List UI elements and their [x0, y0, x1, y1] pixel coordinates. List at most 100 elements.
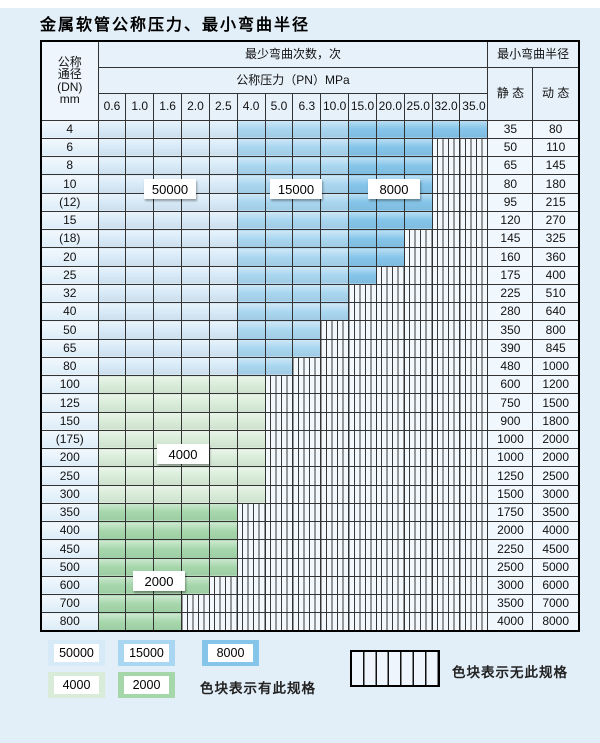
spec-cell — [97, 539, 127, 559]
spec-cell — [208, 301, 238, 322]
dn-cell: 10 — [40, 174, 99, 194]
no-spec-cell — [459, 356, 489, 377]
spec-cell — [97, 119, 127, 139]
no-spec-cell — [459, 447, 489, 468]
no-spec-cell — [264, 575, 294, 596]
no-spec-cell — [459, 265, 489, 285]
spec-cell — [181, 210, 210, 231]
spec-cell — [264, 247, 294, 267]
spec-cell — [153, 137, 183, 158]
no-spec-cell — [431, 174, 461, 194]
spec-cell — [125, 320, 155, 340]
table-row: 6 50 110 — [40, 137, 580, 158]
spec-cell — [97, 137, 127, 158]
static-radius-cell: 50 — [487, 137, 534, 158]
spec-cell — [125, 338, 155, 358]
spec-cell — [292, 247, 322, 267]
no-spec-cell — [431, 192, 461, 212]
no-spec-cell — [459, 484, 489, 504]
no-spec-cell — [320, 557, 350, 577]
spec-cell — [97, 393, 127, 413]
dn-cell: 200 — [40, 447, 99, 468]
static-radius-cell: 1000 — [487, 447, 534, 468]
header-pressure: 公称压力（PN）MPa — [97, 66, 489, 94]
legend-has-spec-text: 色块表示有此规格 — [200, 681, 316, 696]
spec-cell — [320, 265, 350, 285]
no-spec-cell — [375, 374, 405, 395]
no-spec-cell — [459, 520, 489, 541]
spec-cell — [97, 338, 127, 358]
spec-cell — [236, 210, 266, 231]
spec-cell — [208, 374, 238, 395]
no-spec-cell — [320, 338, 350, 358]
spec-cell — [348, 137, 377, 158]
no-spec-cell — [431, 447, 461, 468]
no-spec-cell — [431, 155, 461, 176]
legend-hatch-box — [350, 650, 440, 687]
cycle-count-label: 15000 — [270, 179, 322, 199]
no-spec-cell — [264, 612, 294, 632]
no-spec-cell — [320, 466, 350, 486]
spec-cell — [125, 155, 155, 176]
spec-cell — [181, 137, 210, 158]
no-spec-cell — [403, 265, 433, 285]
spec-cell — [236, 466, 266, 486]
no-spec-cell — [375, 429, 405, 450]
no-spec-cell — [236, 557, 266, 577]
dynamic-radius-cell: 6000 — [532, 575, 580, 596]
dn-cell: (175) — [40, 429, 99, 450]
no-spec-cell — [459, 393, 489, 413]
spec-cell — [153, 301, 183, 322]
static-radius-cell: 1250 — [487, 466, 534, 486]
spec-cell — [125, 393, 155, 413]
no-spec-cell — [320, 520, 350, 541]
table-row: 4 35 80 — [40, 119, 580, 139]
static-radius-cell: 280 — [487, 301, 534, 322]
spec-cell — [236, 484, 266, 504]
table-row: 125 750 1500 — [40, 393, 580, 413]
no-spec-cell — [292, 557, 322, 577]
table-row: 25 175 400 — [40, 265, 580, 285]
dynamic-radius-cell: 8000 — [532, 612, 580, 632]
table-row: 700 3500 7000 — [40, 593, 580, 614]
no-spec-cell — [375, 393, 405, 413]
spec-cell — [97, 228, 127, 249]
spec-cell — [97, 593, 127, 614]
table-row: 100 600 1200 — [40, 374, 580, 395]
spec-cell — [292, 301, 322, 322]
static-radius-cell: 3000 — [487, 575, 534, 596]
no-spec-cell — [320, 429, 350, 450]
table-row: 400 2000 4000 — [40, 520, 580, 541]
dynamic-radius-cell: 1000 — [532, 356, 580, 377]
header-cycles: 最少弯曲次数，次 — [97, 40, 489, 68]
no-spec-cell — [236, 520, 266, 541]
spec-cell — [97, 155, 127, 176]
no-spec-cell — [403, 320, 433, 340]
dynamic-radius-cell: 325 — [532, 228, 580, 249]
no-spec-cell — [459, 466, 489, 486]
no-spec-cell — [403, 575, 433, 596]
dynamic-radius-cell: 110 — [532, 137, 580, 158]
no-spec-cell — [403, 557, 433, 577]
spec-cell — [208, 502, 238, 523]
dn-cell: 40 — [40, 301, 99, 322]
spec-cell — [236, 429, 266, 450]
static-radius-cell: 900 — [487, 411, 534, 431]
dynamic-radius-cell: 640 — [532, 301, 580, 322]
legend-swatch: 4000 — [48, 672, 105, 698]
spec-cell — [181, 155, 210, 176]
dynamic-radius-cell: 1200 — [532, 374, 580, 395]
spec-cell — [208, 466, 238, 486]
spec-cell — [236, 393, 266, 413]
no-spec-cell — [431, 356, 461, 377]
spec-cell — [153, 210, 183, 231]
spec-cell — [125, 520, 155, 541]
spec-cell — [97, 429, 127, 450]
pressure-tick: 35.0 — [459, 92, 489, 121]
no-spec-cell — [292, 411, 322, 431]
no-spec-cell — [236, 593, 266, 614]
spec-cell — [125, 411, 155, 431]
no-spec-cell — [264, 593, 294, 614]
no-spec-cell — [264, 429, 294, 450]
no-spec-cell — [320, 374, 350, 395]
